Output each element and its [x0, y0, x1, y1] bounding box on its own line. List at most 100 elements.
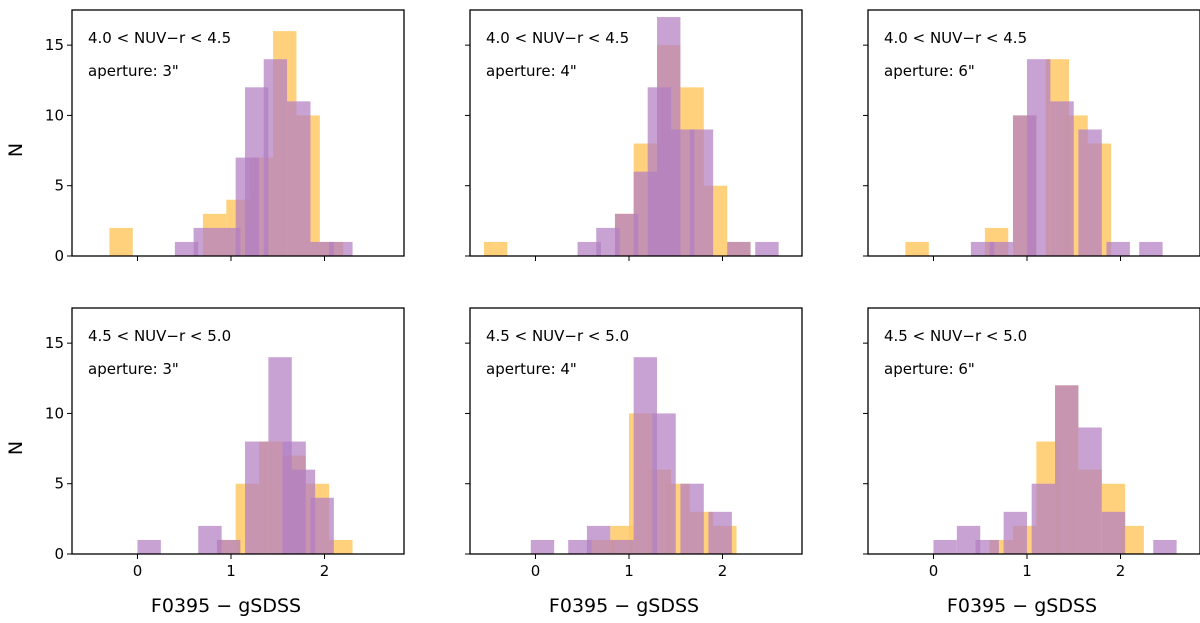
y-axis-title-bottom: N — [5, 441, 27, 455]
axes-frame — [71, 307, 405, 555]
x-tick-label: 0 — [929, 562, 939, 580]
bar-purple-1 — [193, 227, 217, 256]
annotation-colour-range: 4.0 < NUV−r < 4.5 — [884, 29, 1027, 47]
x-tick-label: 1 — [624, 562, 634, 580]
bar-purple-0 — [530, 539, 555, 554]
bar-purple-4 — [1031, 483, 1056, 554]
series-purple-r2c2 — [530, 357, 732, 554]
bar-purple-5 — [263, 59, 288, 257]
bar-purple-7 — [1101, 511, 1126, 554]
bar-purple-0 — [174, 241, 199, 256]
bar-purple-8 — [727, 241, 751, 256]
series-purple-r2c3 — [933, 385, 1177, 554]
bar-purple-6 — [1078, 427, 1102, 554]
axes-frame — [867, 307, 1200, 555]
bar-purple-6 — [1106, 241, 1130, 256]
annotation-aperture: aperture: 6" — [884, 360, 975, 378]
y-tick-label: 5 — [54, 475, 64, 493]
bar-purple-1 — [596, 227, 620, 256]
panel-r1c2: 4.0 < NUV−r < 4.5 aperture: 4" — [465, 9, 803, 261]
bar-purple-2 — [216, 227, 241, 256]
x-tick-label: 0 — [133, 562, 143, 580]
ylabel-row2: N — [5, 441, 27, 455]
annotation-colour-range: 4.0 < NUV−r < 4.5 — [88, 29, 231, 47]
panel-r2c3: 0 1 2 4.5 < NUV−r < 5.0 aperture: 6" — [863, 307, 1200, 580]
series-purple-r1c2 — [577, 17, 779, 257]
annotation-colour-range: 4.5 < NUV−r < 5.0 — [88, 327, 231, 345]
annotation-aperture: aperture: 6" — [884, 62, 975, 80]
y-tick-label: 15 — [45, 334, 64, 352]
bar-purple-1 — [956, 525, 981, 554]
x-tick-label: 0 — [531, 562, 541, 580]
bar-purple-5 — [1055, 385, 1079, 554]
x-tick-label: 2 — [320, 562, 330, 580]
bar-purple-3 — [1003, 511, 1027, 554]
bar-purple-4 — [1050, 101, 1074, 256]
bar-orange-0 — [109, 227, 133, 256]
axes-frame — [867, 9, 1200, 257]
y-tick-label: 0 — [54, 545, 64, 563]
bar-purple-2 — [586, 525, 611, 554]
bar-orange-0 — [484, 241, 508, 256]
bar-purple-3 — [1026, 59, 1051, 257]
x-tick-label: 2 — [718, 562, 728, 580]
y-tick-label: 10 — [45, 404, 64, 422]
bar-purple-2 — [975, 539, 999, 554]
annotation-colour-range: 4.5 < NUV−r < 5.0 — [884, 327, 1027, 345]
bar-purple-6 — [671, 129, 695, 256]
bar-purple-0 — [577, 241, 601, 256]
bar-purple-4 — [633, 357, 658, 554]
annotation-aperture: aperture: 4" — [486, 360, 577, 378]
bar-purple-7 — [310, 497, 334, 554]
x-tick-label: 1 — [1022, 562, 1032, 580]
series-purple-r1c1 — [174, 59, 353, 257]
bar-purple-3 — [610, 539, 634, 554]
annotation-colour-range: 4.5 < NUV−r < 5.0 — [486, 327, 629, 345]
xlabel-col3: F0395 − gSDSS — [947, 595, 1097, 617]
bar-purple-0 — [137, 539, 161, 554]
bar-purple-6 — [287, 101, 311, 256]
annotation-aperture: aperture: 3" — [88, 360, 179, 378]
axes-frame — [469, 307, 803, 555]
y-tick-label: 10 — [45, 106, 64, 124]
bar-purple-5 — [652, 413, 676, 554]
bar-purple-7 — [310, 241, 334, 256]
panel-r2c1: 0 5 10 15 0 1 2 4.5 < NUV−r < 5.0 aperture: 3" — [45, 307, 405, 580]
bar-purple-5 — [1078, 129, 1102, 256]
y-tick-label: 15 — [45, 36, 64, 54]
bar-purple-0 — [933, 539, 957, 554]
annotation-aperture: aperture: 4" — [486, 62, 577, 80]
bar-purple-9 — [755, 241, 779, 256]
bar-purple-1 — [568, 539, 592, 554]
bar-purple-3 — [245, 441, 269, 554]
bar-purple-8 — [329, 241, 353, 256]
bar-purple-7 — [689, 129, 714, 256]
panel-r2c2: 0 1 2 4.5 < NUV−r < 5.0 aperture: 4" — [465, 307, 803, 580]
x-tick-label: 2 — [1116, 562, 1126, 580]
annotation-colour-range: 4.0 < NUV−r < 4.5 — [486, 29, 629, 47]
bar-orange-5 — [329, 539, 353, 554]
panel-r1c1: 0 5 10 15 4.0 < NUV−r < 4.5 aperture: 3" — [45, 9, 405, 265]
y-tick-label: 0 — [54, 247, 64, 265]
y-axis-title-top: N — [5, 143, 27, 157]
bar-purple-6 — [680, 483, 704, 554]
bar-purple-7 — [1139, 241, 1163, 256]
axes-frame — [469, 9, 803, 257]
bar-purple-1 — [198, 525, 222, 554]
ylabel-row1: N — [5, 143, 27, 157]
bar-purple-0 — [970, 241, 995, 256]
xlabel-col2: F0395 − gSDSS — [549, 595, 699, 617]
annotation-aperture: aperture: 3" — [88, 62, 179, 80]
bar-purple-2 — [614, 213, 639, 256]
bar-orange-6 — [1120, 525, 1144, 554]
xlabel-col1: F0395 − gSDSS — [151, 595, 301, 617]
bar-orange-0 — [905, 241, 929, 256]
axes-frame — [71, 9, 405, 257]
series-purple-r1c3 — [970, 59, 1163, 257]
bar-purple-2 — [216, 539, 241, 554]
series-purple-r2c1 — [137, 357, 334, 554]
bar-purple-1 — [989, 241, 1013, 256]
panel-r1c3: 4.0 < NUV−r < 4.5 aperture: 6" — [863, 9, 1200, 261]
